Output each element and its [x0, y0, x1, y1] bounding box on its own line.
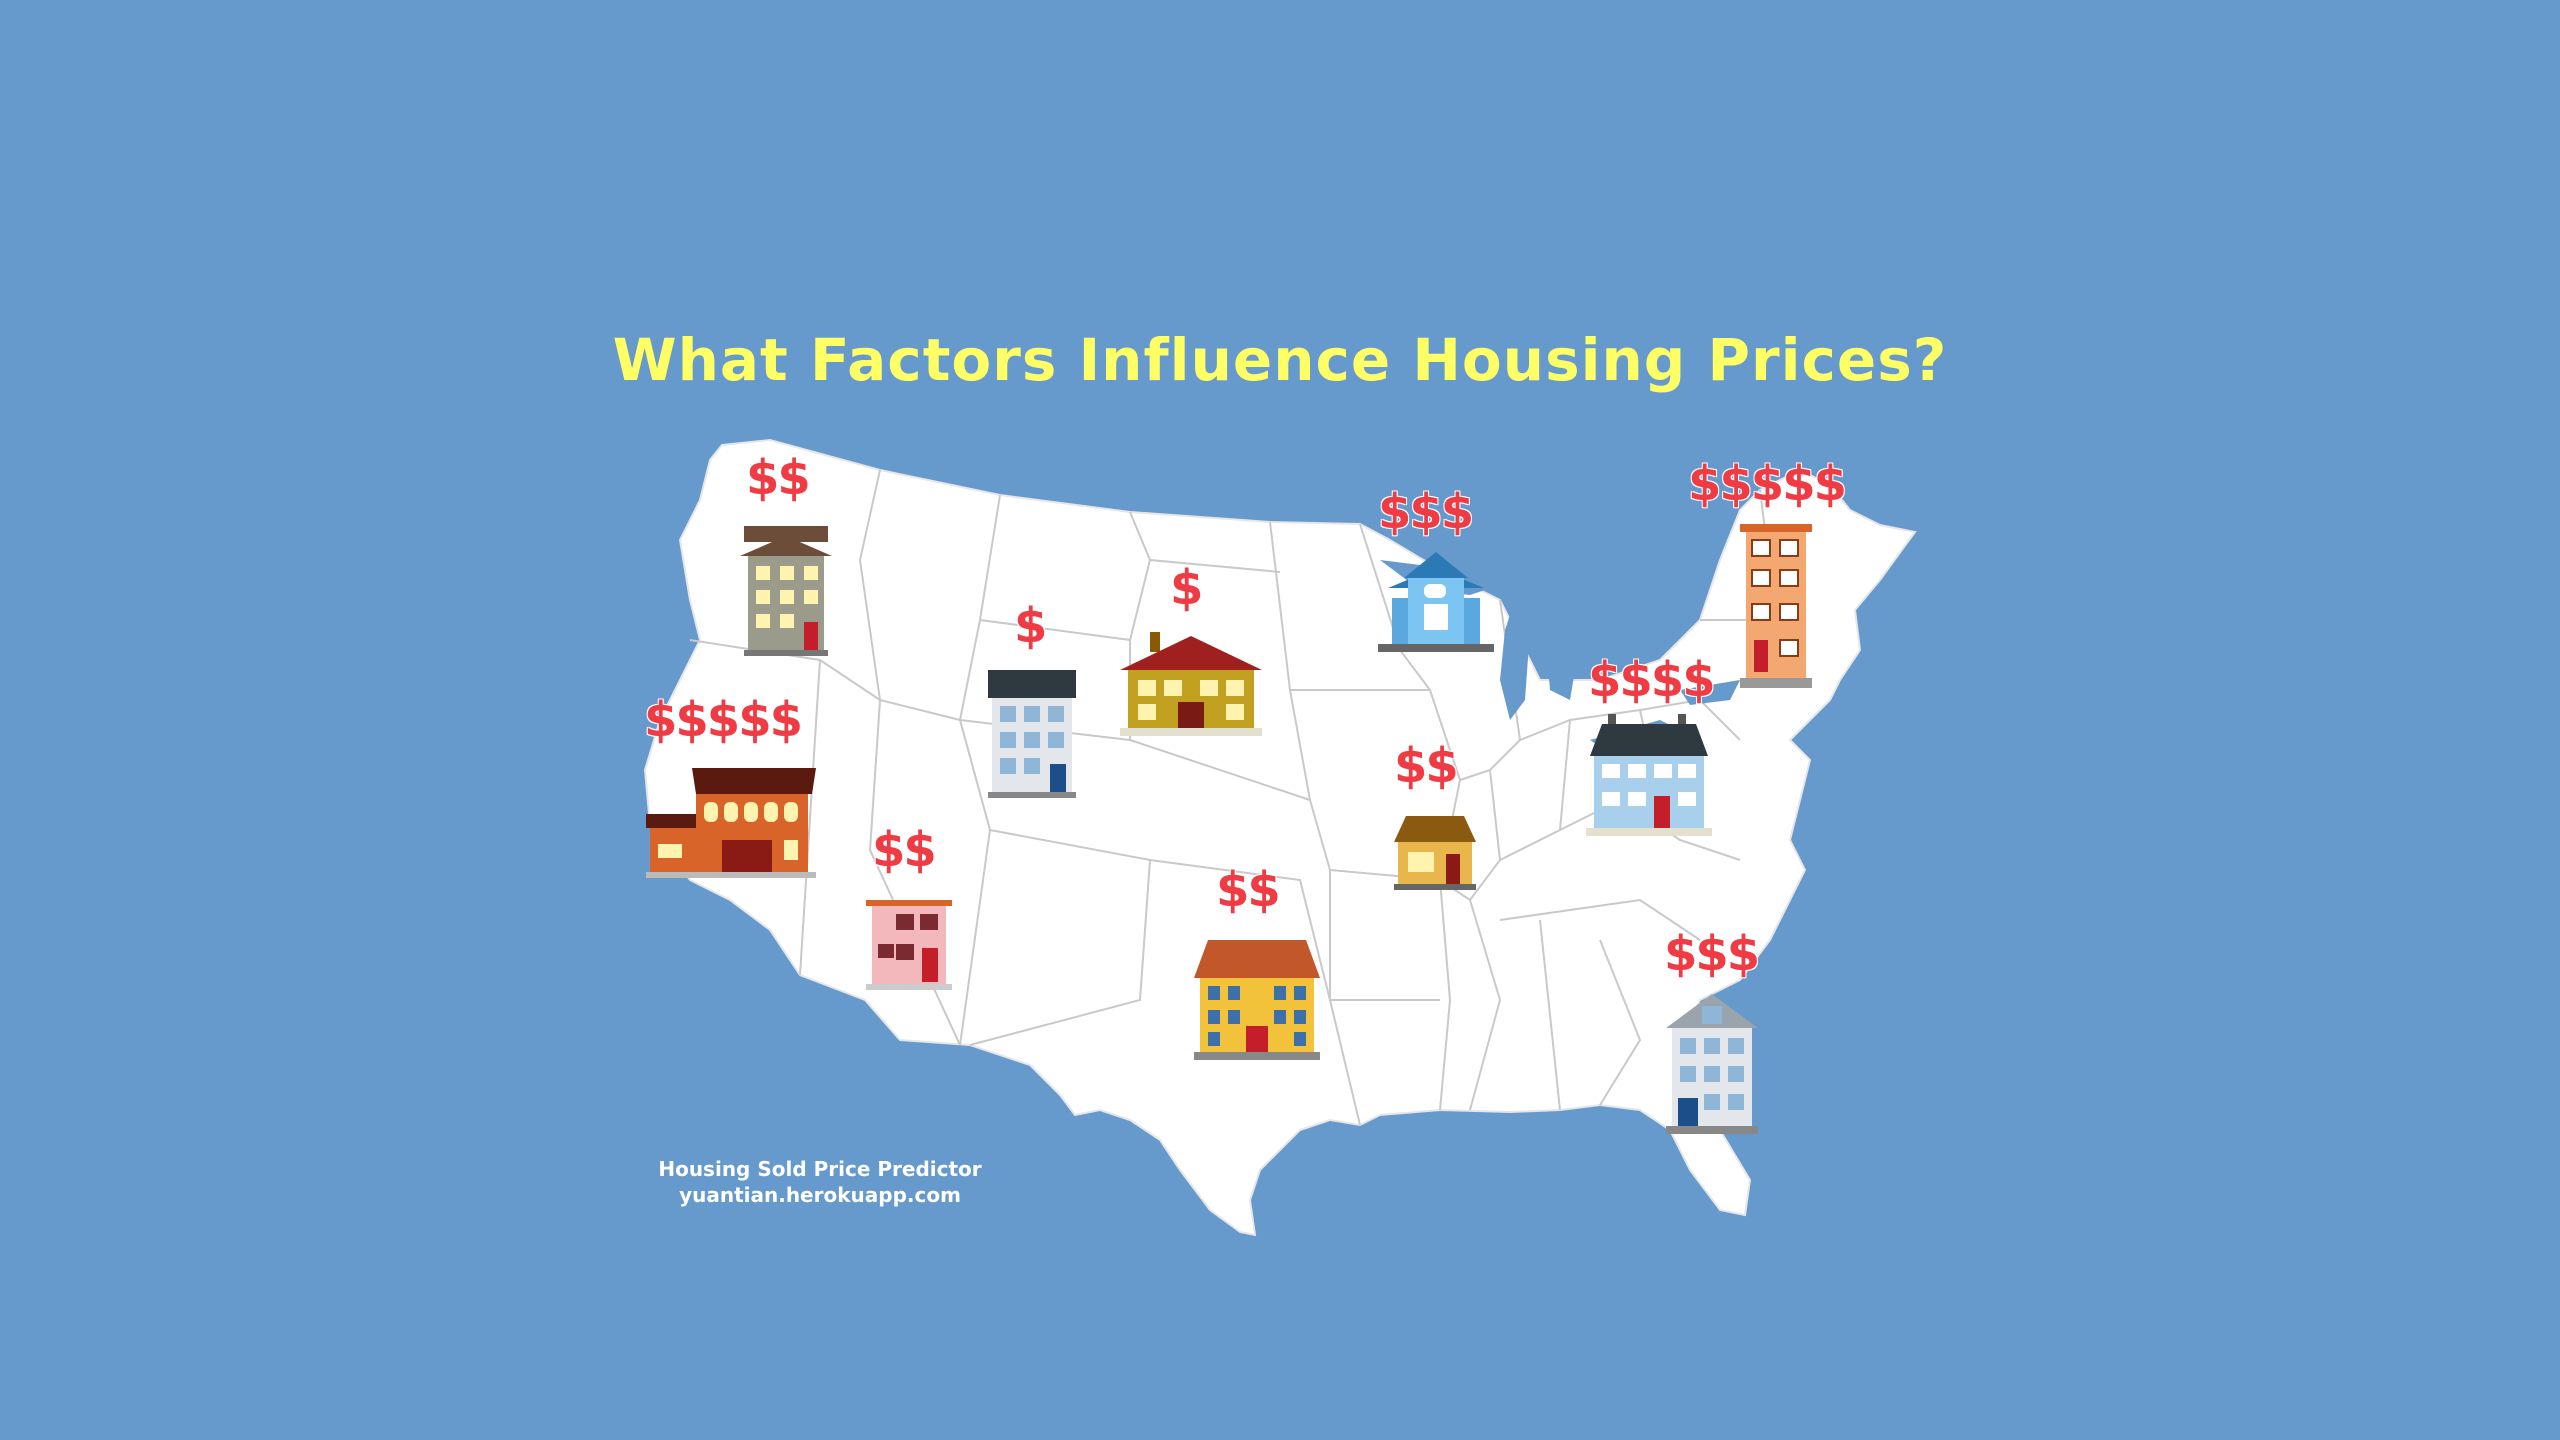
house-illinois-icon — [1394, 816, 1476, 890]
credit-url: yuantian.herokuapp.com — [679, 1183, 961, 1207]
house-ohio-icon — [1586, 714, 1712, 836]
price-wisconsin: $$$ — [1378, 484, 1474, 540]
price-ohio: $$$$ — [1588, 652, 1716, 708]
page-title: What Factors Influence Housing Prices? — [612, 326, 1948, 394]
us-map-landmass — [643, 438, 1917, 1237]
house-wyoming-icon — [988, 670, 1076, 798]
credit-app-name: Housing Sold Price Predictor — [658, 1157, 982, 1181]
house-texas-icon — [1194, 940, 1320, 1060]
house-south-dakota-icon — [1120, 632, 1262, 736]
price-south-dakota: $ — [1170, 560, 1203, 616]
price-new-york: $$$$$ — [1688, 456, 1847, 512]
house-washington-icon — [740, 526, 832, 656]
price-washington: $$ — [746, 450, 811, 506]
house-california-icon — [646, 768, 816, 878]
house-arizona-icon — [866, 900, 952, 990]
price-arizona: $$ — [872, 822, 937, 878]
credit-block: Housing Sold Price Predictor yuantian.he… — [620, 1156, 1020, 1208]
price-illinois: $$ — [1394, 738, 1459, 794]
house-new-york-icon — [1740, 524, 1812, 688]
house-wisconsin-icon — [1378, 552, 1494, 652]
price-california: $$$$$ — [644, 692, 803, 748]
house-georgia-icon — [1666, 994, 1758, 1134]
price-georgia: $$$ — [1664, 926, 1760, 982]
price-texas: $$ — [1216, 862, 1281, 918]
price-wyoming: $ — [1014, 598, 1047, 654]
